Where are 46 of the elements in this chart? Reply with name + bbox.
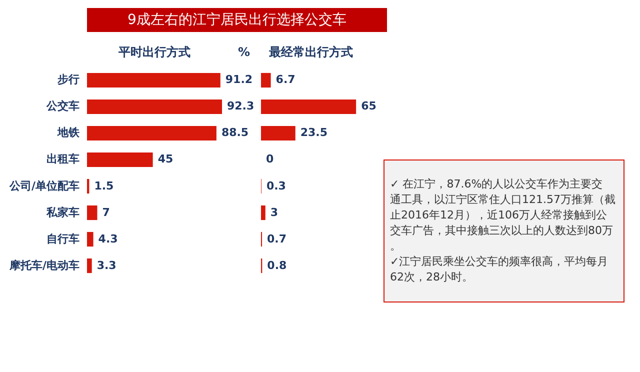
y-tick-label: 出租车 (46, 152, 80, 166)
data-label: 65 (361, 100, 376, 113)
text: 。 (390, 239, 401, 252)
bar (87, 258, 92, 274)
chart-subtitle: 平时出行方式 (118, 45, 190, 59)
data-label: 1.5 (94, 179, 114, 192)
text: 交车广告，其中接触三次以上的人数达到80万 (390, 224, 613, 237)
chart-title: 9成左右的江宁居民出行选择公交车 (128, 12, 346, 28)
bar (87, 205, 98, 220)
bar (261, 205, 266, 220)
bar (261, 126, 296, 141)
y-tick-label: 公司/单位配车 (8, 179, 80, 192)
bar (261, 72, 271, 88)
data-label: 3.3 (96, 258, 116, 272)
data-label: 6.7 (276, 73, 296, 86)
bar (261, 99, 356, 114)
data-label: 88.5 (221, 126, 249, 140)
data-label: 4.3 (98, 232, 118, 246)
data-label: 0.7 (267, 232, 287, 246)
data-label: 0 (266, 152, 274, 166)
chart-subtitle: 最经常出行方式 (268, 45, 353, 59)
data-label: 7 (102, 206, 110, 219)
y-tick-label: 摩托车/电动车 (8, 258, 80, 272)
bar (87, 232, 94, 247)
bar (87, 72, 220, 88)
text: 62次，28小时。 (390, 270, 473, 284)
y-tick-label: 私家车 (46, 206, 80, 219)
data-label: 0.3 (266, 179, 286, 192)
bar (87, 99, 222, 114)
bar (87, 152, 153, 168)
y-tick-label: 公交车 (46, 100, 80, 113)
data-label: 3 (270, 206, 278, 219)
data-label: 92.3 (227, 100, 254, 113)
text: ✓ 在江宁，87.6%的人以公交车作为主要交 (390, 178, 603, 191)
data-label: 91.2 (225, 73, 253, 86)
text: 通工具，以江宁区常住人口121.57万推算（截 (390, 193, 616, 206)
bar (87, 126, 216, 141)
data-label: 23.5 (300, 126, 328, 140)
data-label: 0.8 (267, 258, 287, 272)
y-tick-label: 地铁 (56, 126, 80, 140)
y-tick-label: 自行车 (46, 232, 80, 246)
data-label: 45 (158, 152, 174, 166)
text: ✓江宁居民乘坐公交车的频率很高，平均每月 (390, 254, 608, 268)
text: 止2016年12月），近106万人经常接触到公 (390, 208, 607, 222)
text: % (238, 45, 250, 59)
y-tick-label: 步行 (56, 73, 80, 86)
